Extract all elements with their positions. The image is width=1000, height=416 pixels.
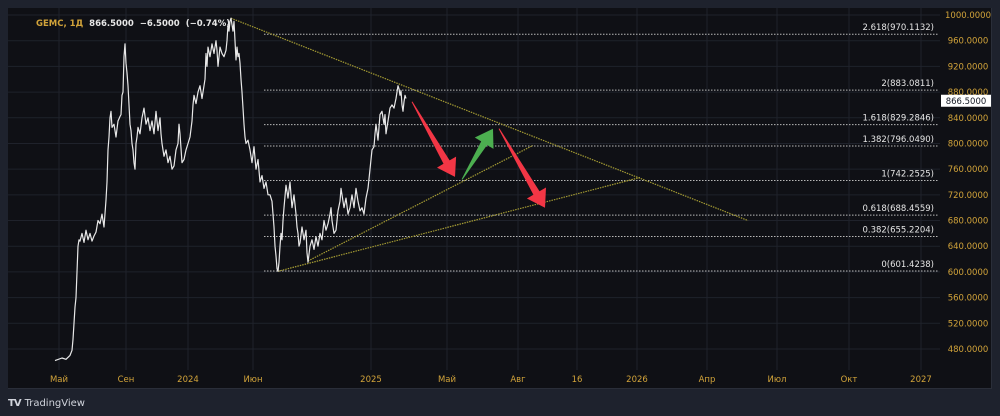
time-tick-label: Май	[50, 375, 68, 385]
price-tick-label: 520.0000	[948, 319, 989, 329]
time-tick-label: 2025	[360, 375, 382, 385]
price-tick-label: 880.0000	[948, 88, 989, 98]
price-change: −6.5000	[139, 19, 180, 29]
price-chart[interactable]: 2.618(970.1132) 2(883.0811) 1.618(829.2846…	[8, 8, 992, 389]
price-tick-label: 720.0000	[948, 191, 989, 201]
price-series	[54, 17, 407, 362]
trendline-upper-resistance[interactable]	[230, 17, 749, 222]
price-tick-label: 760.0000	[948, 165, 989, 175]
price-tick-label: 680.0000	[948, 217, 989, 227]
tradingview-branding[interactable]: TV TradingView	[8, 398, 85, 409]
chart-panel[interactable]: 2.618(970.1132) 2(883.0811) 1.618(829.2846…	[8, 8, 992, 389]
symbol-interval[interactable]: GEMC, 1Д	[36, 19, 84, 29]
tradingview-logo-icon: TV	[8, 398, 22, 409]
price-tick-label: 600.0000	[948, 268, 989, 278]
time-tick-label: 2024	[177, 375, 199, 385]
last-price-badge	[941, 94, 991, 107]
grid-lines	[8, 8, 940, 370]
fib-level-label: 1.618(829.2846)	[862, 114, 934, 124]
trendlines[interactable]	[230, 17, 749, 272]
symbol-legend[interactable]: GEMC, 1Д 866.5000 −6.5000 (−0.74%)	[36, 19, 230, 29]
arrow-down-2-icon[interactable]	[498, 128, 546, 208]
fib-level-label: 2.618(970.1132)	[862, 23, 934, 33]
last-price-value: 866.5000	[89, 19, 134, 29]
time-tick-label: Май	[438, 375, 456, 385]
time-tick-label: Авг	[510, 375, 526, 385]
fib-level-label: 1(742.2525)	[881, 170, 934, 180]
price-tick-label: 640.0000	[948, 242, 989, 252]
price-line	[54, 17, 407, 362]
time-tick-label: Июл	[768, 375, 787, 385]
fibonacci-levels[interactable]: 2.618(970.1132) 2(883.0811) 1.618(829.2846…	[264, 23, 938, 272]
trendline-lower-support-2[interactable]	[307, 144, 534, 262]
price-axis[interactable]: 1000.0000 960.0000 920.0000 880.0000 840.000…	[945, 11, 991, 355]
price-tick-label: 800.0000	[948, 139, 989, 149]
fib-level-label: 0.382(655.2204)	[862, 225, 934, 235]
time-tick-label: 2026	[626, 375, 648, 385]
price-change-pct: (−0.74%)	[185, 19, 231, 29]
time-tick-label: 2027	[910, 375, 932, 385]
brand-name: TradingView	[24, 398, 85, 409]
price-tick-label: 560.0000	[948, 294, 989, 304]
fib-level-label: 1.382(796.0490)	[862, 135, 934, 145]
fib-level-label: 0.618(688.4559)	[862, 204, 934, 214]
price-tick-label: 840.0000	[948, 114, 989, 124]
fib-level-label: 0(601.4238)	[881, 260, 934, 270]
last-price-text: 866.5000	[946, 97, 987, 107]
price-tick-label: 920.0000	[948, 62, 989, 72]
last-price-label: 866.5000	[941, 94, 991, 107]
time-axis[interactable]: Май Сен 2024 Июн 2025 Май Авг 16 2026 Апр Июл Окт 20…	[50, 375, 932, 385]
price-tick-label: 960.0000	[948, 37, 989, 47]
time-tick-label: 16	[572, 375, 583, 385]
arrow-up-icon[interactable]	[461, 128, 494, 180]
arrow-down-1-icon[interactable]	[411, 101, 457, 177]
fib-level-label: 2(883.0811)	[881, 79, 934, 89]
time-tick-label: Июн	[243, 375, 262, 385]
price-tick-label: 480.0000	[948, 345, 989, 355]
price-tick-label: 1000.0000	[945, 11, 991, 21]
time-tick-label: Сен	[118, 375, 135, 385]
forecast-arrows[interactable]	[411, 101, 546, 208]
time-tick-label: Окт	[841, 375, 858, 385]
time-tick-label: Апр	[699, 375, 716, 385]
